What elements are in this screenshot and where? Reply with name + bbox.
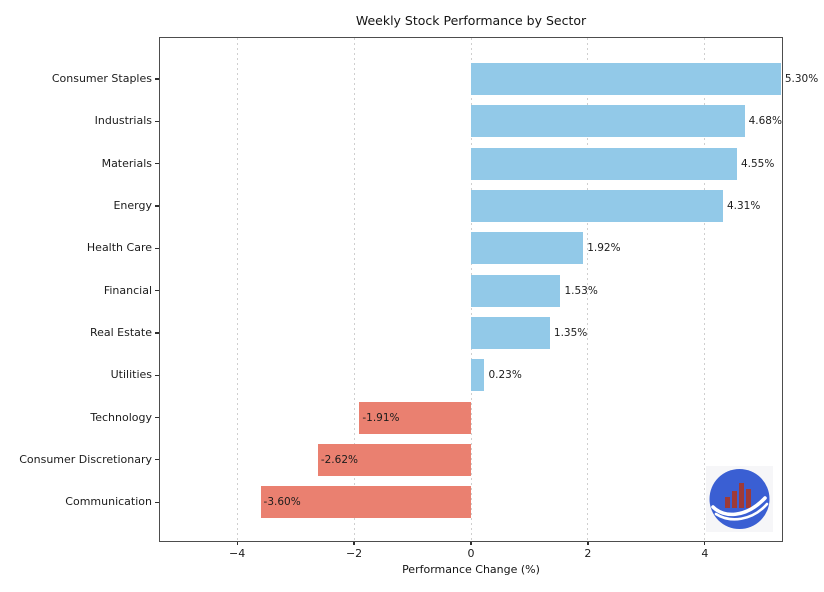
category-label: Health Care — [86, 241, 152, 255]
y-tick-mark — [155, 290, 160, 292]
value-label: -2.62% — [320, 453, 358, 466]
category-label: Financial — [103, 283, 152, 297]
x-tick-label: −2 — [345, 547, 363, 560]
y-tick-mark — [155, 163, 160, 165]
chart-title: Weekly Stock Performance by Sector — [355, 13, 587, 28]
value-label: -1.91% — [362, 411, 400, 424]
value-label: 1.53% — [564, 284, 598, 297]
x-tick-mark — [587, 541, 589, 545]
value-label: 4.31% — [726, 199, 761, 212]
value-label: 4.55% — [740, 157, 775, 170]
gridline — [704, 38, 706, 541]
x-tick-mark — [704, 541, 706, 545]
category-label: Consumer Staples — [51, 72, 152, 85]
y-tick-mark — [155, 78, 160, 80]
bar — [471, 105, 745, 138]
y-tick-mark — [155, 416, 160, 419]
category-label: Utilities — [110, 368, 152, 382]
gridline — [587, 38, 589, 541]
y-tick-mark — [155, 247, 160, 249]
finance-logo-icon — [706, 466, 773, 532]
x-axis-title: Performance Change (%) — [402, 563, 540, 576]
bar — [471, 274, 561, 307]
y-tick-mark — [155, 332, 160, 334]
y-tick-mark — [155, 501, 160, 503]
category-label: Consumer Discretionary — [19, 452, 152, 466]
y-tick-mark — [155, 374, 160, 376]
value-label: -3.60% — [263, 496, 301, 509]
category-label: Materials — [101, 156, 152, 170]
bar — [471, 63, 781, 95]
x-tick-label: −4 — [229, 547, 246, 560]
bar — [317, 443, 471, 476]
gridline — [236, 38, 238, 541]
y-tick-mark — [155, 120, 160, 122]
company-logo — [706, 466, 773, 532]
category-label: Communication — [65, 495, 152, 509]
category-label: Energy — [113, 198, 152, 212]
category-label: Industrials — [94, 114, 152, 128]
y-tick-mark — [155, 205, 160, 207]
bar — [471, 359, 485, 392]
category-label: Technology — [90, 410, 152, 424]
value-label: 1.35% — [553, 326, 588, 339]
bar — [471, 316, 550, 349]
bar — [471, 232, 584, 265]
bar — [471, 189, 723, 222]
bar — [260, 486, 471, 519]
value-label: 0.23% — [488, 369, 522, 382]
x-tick-mark — [236, 541, 238, 545]
bar — [359, 401, 471, 434]
bar — [471, 147, 737, 180]
category-label: Real Estate — [89, 325, 152, 339]
x-tick-label: 4 — [701, 547, 709, 560]
x-tick-mark — [353, 541, 355, 545]
y-tick-mark — [155, 459, 160, 461]
x-tick-label: 0 — [467, 547, 475, 560]
x-tick-label: 2 — [584, 547, 592, 560]
gridline — [353, 38, 355, 541]
value-label: 1.92% — [587, 242, 621, 255]
value-label: 4.68% — [748, 115, 782, 128]
x-tick-mark — [470, 541, 472, 545]
value-label: 5.30% — [784, 73, 819, 85]
plot-area: 5.30% 4.68% 4.55% 4.31% 1.92% 1.53% 1.35% 0.23%… — [159, 37, 818, 542]
